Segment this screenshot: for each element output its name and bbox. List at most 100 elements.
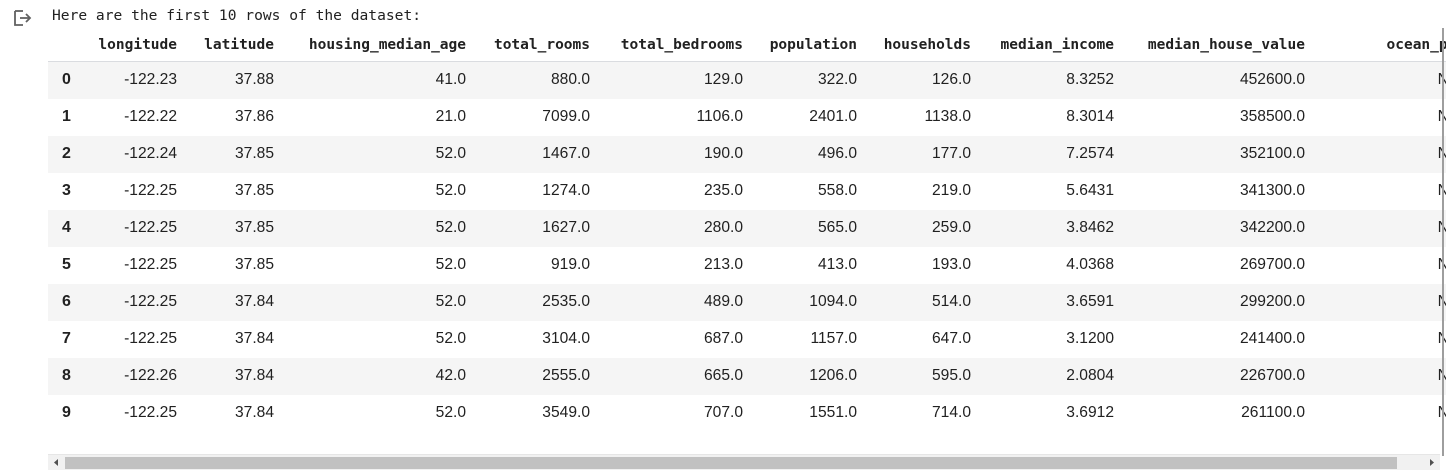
table-cell: NEAR B. (1313, 210, 1446, 247)
table-cell: 1467.0 (542, 145, 590, 162)
table-cell: 52.0 (435, 145, 466, 162)
table-row: 8 -122.26 37.84 42.0 2555.0 665.0 1206.0 595.0 2… (48, 357, 1446, 395)
stdout-text: Here are the first 10 rows of the datase… (52, 7, 422, 24)
table-cell: 3.8462 (1066, 219, 1114, 236)
table-cell: 235.0 (703, 182, 743, 199)
output-redirect-icon[interactable] (12, 7, 36, 29)
table-cell: 1094.0 (809, 293, 857, 310)
table-cell: 1627.0 (542, 219, 590, 236)
column-header: population (751, 28, 865, 62)
table-row: 2 -122.24 37.85 52.0 1467.0 190.0 496.0 177.0 7.… (48, 135, 1446, 173)
table-cell: 37.85 (234, 256, 274, 273)
table-cell: NEAR B. (1313, 62, 1446, 99)
row-index: 9 (62, 404, 71, 421)
table-cell: 37.84 (234, 293, 274, 310)
table-row: 6 -122.25 37.84 52.0 2535.0 489.0 1094.0 514.0 3… (48, 283, 1446, 321)
table-row: 0 -122.23 37.88 41.0 880.0 129.0 322.0 126.0 8.3… (48, 61, 1446, 99)
column-header: median_house_value (1122, 28, 1313, 62)
table-cell: 190.0 (703, 145, 743, 162)
table-row: 4 -122.25 37.85 52.0 1627.0 280.0 565.0 259.0 3.… (48, 209, 1446, 247)
column-header: total_bedrooms (598, 28, 751, 62)
table-cell: 226700.0 (1239, 367, 1305, 384)
table-cell: 1206.0 (809, 367, 857, 384)
table-cell: 452600.0 (1239, 71, 1305, 89)
scroll-left-arrow-icon[interactable] (48, 455, 64, 470)
row-index: 8 (62, 367, 71, 384)
table-cell: 52.0 (435, 293, 466, 310)
table-cell: 52.0 (435, 404, 466, 421)
table-cell: 2535.0 (542, 293, 590, 310)
table-cell: 1551.0 (809, 404, 857, 421)
header-row: longitude latitude housing_median_age total… (48, 28, 1446, 62)
table-cell: -122.23 (124, 71, 177, 89)
table-cell: 8.3252 (1066, 71, 1114, 89)
row-index: 7 (62, 330, 71, 347)
table-cell: NEAR B. (1313, 321, 1446, 358)
dataframe-container[interactable]: longitude latitude housing_median_age total… (48, 28, 1446, 456)
table-cell: 919.0 (550, 256, 590, 273)
table-cell: 707.0 (703, 404, 743, 421)
table-cell: 1138.0 (924, 108, 971, 125)
table-cell: 193.0 (931, 256, 971, 273)
table-cell: -122.25 (124, 330, 177, 347)
table-cell: -122.26 (124, 367, 177, 384)
row-index: 4 (62, 219, 71, 236)
table-cell: 4.0368 (1066, 256, 1114, 273)
table-cell: 37.85 (234, 145, 274, 162)
table-cell: NEAR B. (1313, 358, 1446, 395)
table-cell: 213.0 (703, 256, 743, 273)
table-cell: -122.25 (124, 256, 177, 273)
table-cell: 42.0 (435, 367, 466, 384)
table-cell: 2555.0 (542, 367, 590, 384)
table-cell: NEAR B. (1313, 247, 1446, 284)
table-row: 7 -122.25 37.84 52.0 3104.0 687.0 1157.0 647.0 3… (48, 321, 1446, 358)
scrollbar-thumb[interactable] (65, 457, 1397, 469)
table-row: 9 -122.25 37.84 52.0 3549.0 707.0 1551.0 714.0 3… (48, 395, 1446, 432)
column-header: longitude (88, 28, 185, 62)
table-cell: 687.0 (703, 330, 743, 347)
table-cell: 177.0 (931, 145, 971, 162)
table-cell: 7099.0 (542, 108, 590, 125)
table-cell: 489.0 (703, 293, 743, 310)
column-header: ocean_proximi (1313, 28, 1446, 62)
table-cell: 7.2574 (1066, 145, 1114, 162)
dataframe-table: longitude latitude housing_median_age total… (48, 28, 1446, 432)
table-cell: 52.0 (435, 330, 466, 347)
table-cell: 37.84 (234, 367, 274, 384)
table-cell: 1274.0 (542, 182, 590, 199)
table-cell: 714.0 (931, 404, 971, 421)
table-body: 0 -122.23 37.88 41.0 880.0 129.0 322.0 126.0 8.3… (48, 61, 1446, 432)
table-cell: 665.0 (703, 367, 743, 384)
table-cell: 280.0 (703, 219, 743, 236)
table-cell: 8.3014 (1066, 108, 1114, 125)
table-cell: NEAR B. (1313, 284, 1446, 321)
table-cell: 1106.0 (696, 108, 743, 125)
table-cell: 126.0 (931, 71, 971, 89)
row-index: 0 (62, 71, 71, 89)
table-cell: 52.0 (435, 219, 466, 236)
table-cell: NEAR B. (1313, 136, 1446, 173)
table-cell: 647.0 (931, 330, 971, 347)
row-index: 6 (62, 293, 71, 310)
table-cell: 37.85 (234, 182, 274, 199)
table-cell: 2401.0 (809, 108, 857, 125)
table-cell: 2.0804 (1066, 367, 1114, 384)
table-cell: 3.6591 (1066, 293, 1114, 310)
table-cell: 52.0 (435, 256, 466, 273)
table-cell: 595.0 (931, 367, 971, 384)
table-cell: 37.88 (234, 71, 274, 89)
horizontal-scrollbar[interactable] (48, 454, 1440, 470)
table-cell: 41.0 (435, 71, 466, 89)
table-cell: 37.86 (234, 108, 274, 125)
table-cell: -122.22 (124, 108, 177, 125)
table-cell: 1157.0 (810, 330, 857, 347)
table-row: 3 -122.25 37.85 52.0 1274.0 235.0 558.0 219.0 5.… (48, 173, 1446, 210)
table-cell: NEAR B. (1313, 99, 1446, 136)
table-cell: -122.25 (124, 182, 177, 199)
column-header: housing_median_age (282, 28, 474, 62)
table-cell: 342200.0 (1239, 219, 1305, 236)
table-cell: 3.1200 (1066, 330, 1114, 347)
table-cell: 241400.0 (1239, 330, 1305, 347)
scroll-right-arrow-icon[interactable] (1424, 455, 1440, 470)
table-cell: 413.0 (817, 256, 857, 273)
